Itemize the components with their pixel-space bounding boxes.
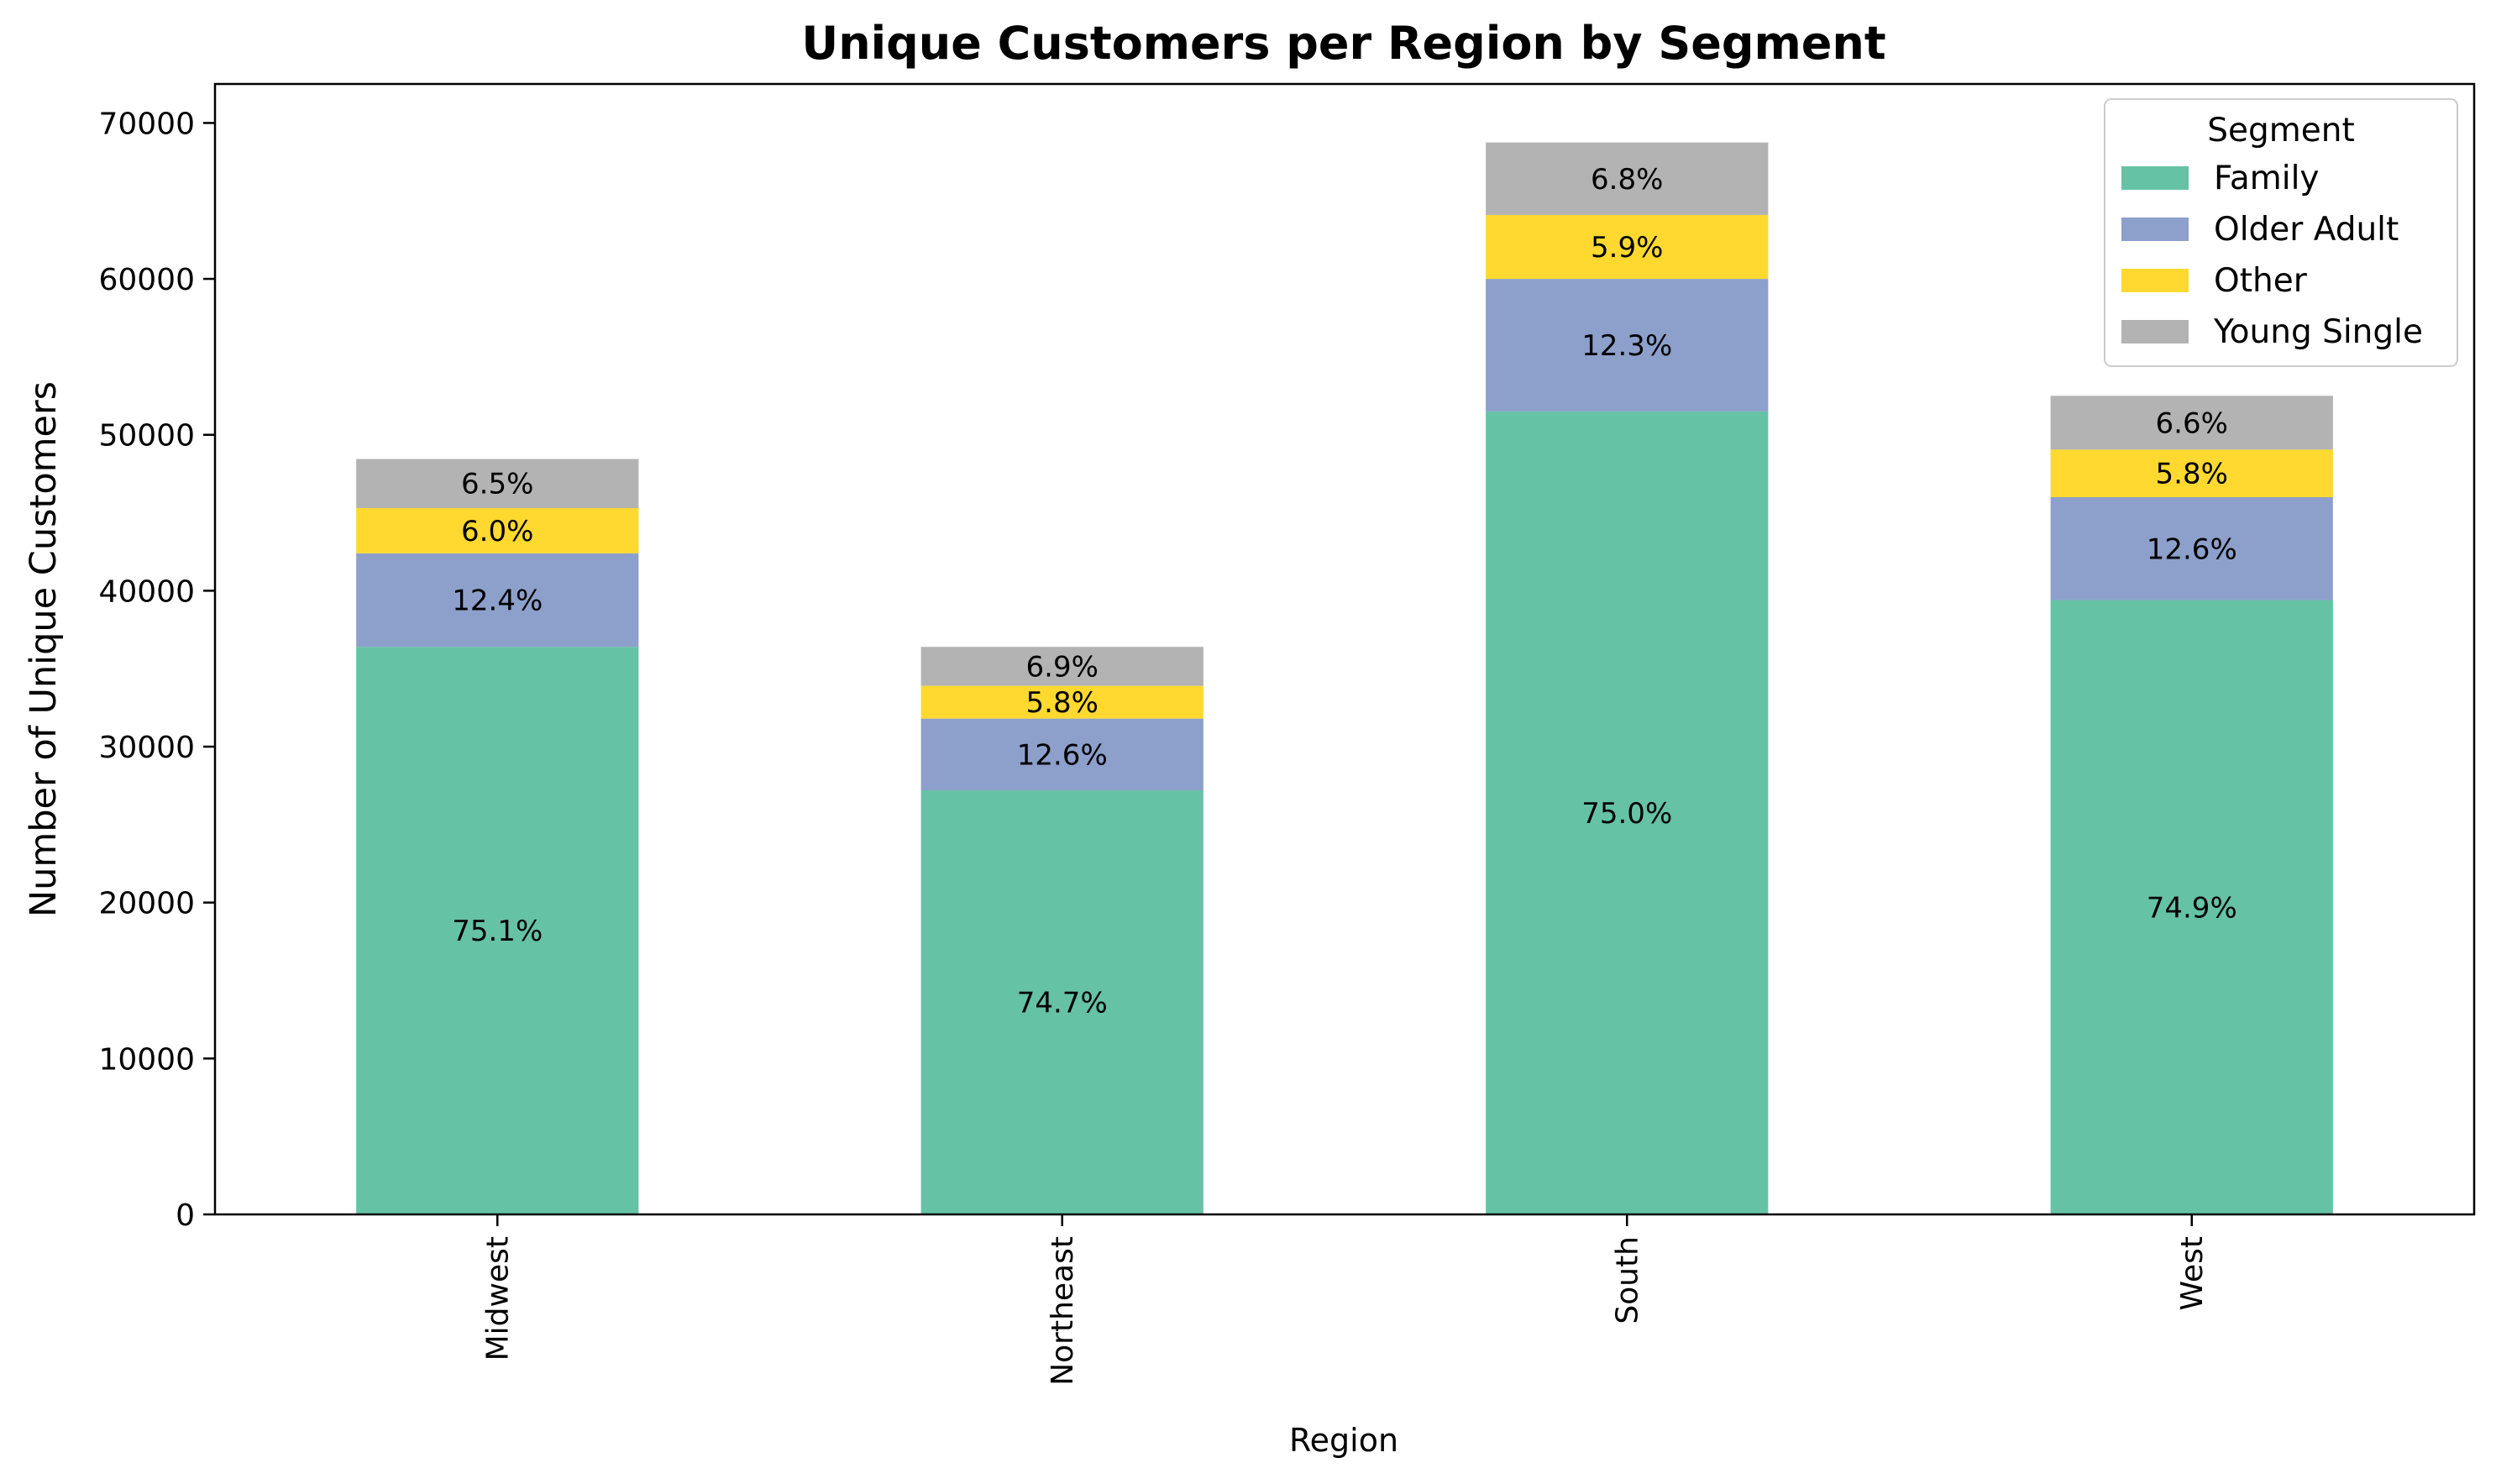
- bar-segment-south-family: [1486, 411, 1769, 1214]
- y-axis-label: Number of Unique Customers: [23, 381, 65, 917]
- y-tick-label: 20000: [98, 887, 195, 921]
- legend-title: Segment: [2207, 112, 2355, 149]
- legend-entry-label: Family: [2214, 160, 2320, 197]
- segment-percent-label: 6.0%: [461, 515, 533, 548]
- x-tick-label: South: [1610, 1236, 1644, 1324]
- segment-percent-label: 74.7%: [1017, 987, 1108, 1020]
- bar-segment-south-young-single: [1486, 142, 1769, 215]
- bar-segment-west-young-single: [2050, 396, 2333, 450]
- y-tick-label: 0: [176, 1198, 195, 1233]
- segment-percent-label: 6.6%: [2156, 406, 2228, 440]
- bar-segment-midwest-other: [356, 507, 639, 553]
- segment-percent-label: 12.3%: [1581, 329, 1672, 363]
- segment-percent-label: 75.0%: [1581, 797, 1672, 831]
- bar-segment-midwest-young-single: [356, 459, 639, 508]
- segment-percent-label: 5.8%: [1026, 686, 1099, 720]
- bar-segment-midwest-older-adult: [356, 553, 639, 648]
- legend-swatch-other: [2121, 269, 2189, 292]
- bar-segment-northeast-family: [920, 790, 1203, 1214]
- segment-percent-label: 12.6%: [2147, 532, 2237, 566]
- x-tick-label: Northeast: [1046, 1236, 1080, 1386]
- plot-frame: [213, 82, 2476, 1216]
- legend-box: [2104, 98, 2458, 367]
- x-tick-label: Midwest: [480, 1236, 515, 1361]
- segment-percent-label: 12.4%: [452, 585, 543, 618]
- legend-entry-label: Older Adult: [2214, 211, 2399, 249]
- bar-segment-west-older-adult: [2050, 496, 2333, 600]
- chart-title: Unique Customers per Region by Segment: [801, 17, 1885, 70]
- y-tick-label: 70000: [98, 107, 195, 141]
- bar-segment-northeast-young-single: [920, 647, 1203, 686]
- segment-percent-label: 6.8%: [1591, 163, 1663, 197]
- legend-entry-label: Young Single: [2213, 313, 2423, 351]
- segment-percent-label: 6.5%: [461, 468, 533, 501]
- legend-entry-label: Other: [2214, 262, 2308, 300]
- y-tick-label: 30000: [98, 731, 195, 765]
- y-tick-label: 50000: [98, 419, 195, 454]
- x-axis: Midwest Northeast South West: [480, 1214, 2210, 1386]
- legend-swatch-family: [2121, 166, 2189, 190]
- bar-segment-northeast-older-adult: [920, 718, 1203, 791]
- segment-percent-label: 6.9%: [1026, 650, 1099, 684]
- legend-swatch-young-single: [2121, 320, 2189, 343]
- bar-segment-south-other: [1486, 214, 1769, 280]
- y-axis: 0 10000 20000 30000 40000 50000 60000 70000: [98, 107, 215, 1233]
- segment-percent-label: 12.6%: [1017, 738, 1108, 772]
- bar-segment-west-family: [2050, 600, 2333, 1214]
- bar-segment-west-other: [2050, 449, 2333, 497]
- bar-segment-south-older-adult: [1486, 279, 1769, 412]
- legend-swatch-older-adult: [2121, 218, 2189, 241]
- y-tick-label: 10000: [98, 1042, 195, 1077]
- x-tick-label: West: [2175, 1236, 2210, 1311]
- bar-segment-midwest-family: [356, 647, 639, 1214]
- segment-percent-label: 5.9%: [1591, 231, 1663, 265]
- x-axis-label: Region: [1289, 1422, 1398, 1459]
- segment-percent-label: 5.8%: [2156, 458, 2228, 491]
- segment-percent-label: 75.1%: [452, 915, 543, 948]
- bars-group: 75.1%12.4%6.0%6.5%74.7%12.6%5.8%6.9%75.0…: [356, 142, 2333, 1214]
- legend: Segment Family Older Adult Other Young Singl…: [2104, 98, 2458, 367]
- y-tick-label: 60000: [98, 263, 195, 297]
- y-tick-label: 40000: [98, 574, 195, 609]
- segment-percent-label: 74.9%: [2147, 891, 2237, 925]
- bar-segment-northeast-other: [920, 685, 1203, 719]
